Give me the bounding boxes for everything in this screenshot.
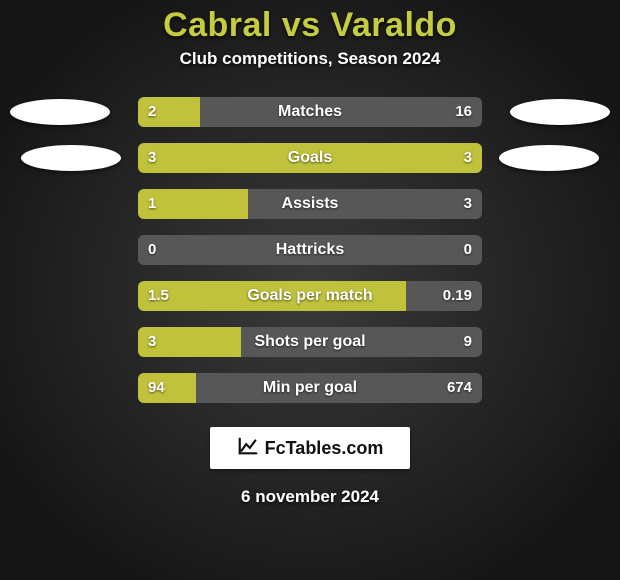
stat-value-right: 0.19 bbox=[443, 281, 472, 311]
stat-value-left: 2 bbox=[148, 97, 156, 127]
stat-bar-track bbox=[138, 373, 482, 403]
stat-value-left: 1.5 bbox=[148, 281, 169, 311]
stat-bar-right bbox=[248, 189, 482, 219]
stat-bar-left bbox=[138, 143, 482, 173]
stat-value-left: 0 bbox=[148, 235, 156, 265]
page-title: Cabral vs Varaldo bbox=[0, 6, 620, 45]
stat-value-right: 9 bbox=[464, 327, 472, 357]
chart-icon bbox=[237, 435, 259, 462]
page-subtitle: Club competitions, Season 2024 bbox=[0, 49, 620, 69]
stat-value-left: 1 bbox=[148, 189, 156, 219]
stat-bar-left bbox=[138, 373, 196, 403]
stats-area: Matches216Goals33Assists13Hattricks00Goa… bbox=[0, 97, 620, 403]
stat-row: Goals per match1.50.19 bbox=[0, 281, 620, 311]
stat-row: Min per goal94674 bbox=[0, 373, 620, 403]
stat-value-right: 0 bbox=[464, 235, 472, 265]
stat-bar-right bbox=[241, 327, 482, 357]
date-label: 6 november 2024 bbox=[0, 487, 620, 507]
stat-value-right: 3 bbox=[464, 189, 472, 219]
stat-bar-left bbox=[138, 281, 406, 311]
stat-row: Matches216 bbox=[0, 97, 620, 127]
stat-row: Shots per goal39 bbox=[0, 327, 620, 357]
stat-value-left: 3 bbox=[148, 143, 156, 173]
stat-bar-track bbox=[138, 235, 482, 265]
stat-bar-track bbox=[138, 189, 482, 219]
stat-row: Hattricks00 bbox=[0, 235, 620, 265]
stat-value-right: 674 bbox=[447, 373, 472, 403]
stat-value-right: 3 bbox=[464, 143, 472, 173]
stat-row: Goals33 bbox=[0, 143, 620, 173]
stat-bar-right bbox=[138, 235, 482, 265]
stat-value-left: 94 bbox=[148, 373, 165, 403]
stat-value-left: 3 bbox=[148, 327, 156, 357]
stat-bar-track bbox=[138, 281, 482, 311]
comparison-card: Cabral vs Varaldo Club competitions, Sea… bbox=[0, 0, 620, 580]
stat-bar-track bbox=[138, 97, 482, 127]
stat-bar-track bbox=[138, 327, 482, 357]
fctables-logo: FcTables.com bbox=[210, 427, 410, 469]
stat-bar-right bbox=[196, 373, 482, 403]
stat-value-right: 16 bbox=[455, 97, 472, 127]
stat-row: Assists13 bbox=[0, 189, 620, 219]
logo-text: FcTables.com bbox=[265, 438, 384, 459]
stat-bar-track bbox=[138, 143, 482, 173]
stat-bar-right bbox=[200, 97, 482, 127]
